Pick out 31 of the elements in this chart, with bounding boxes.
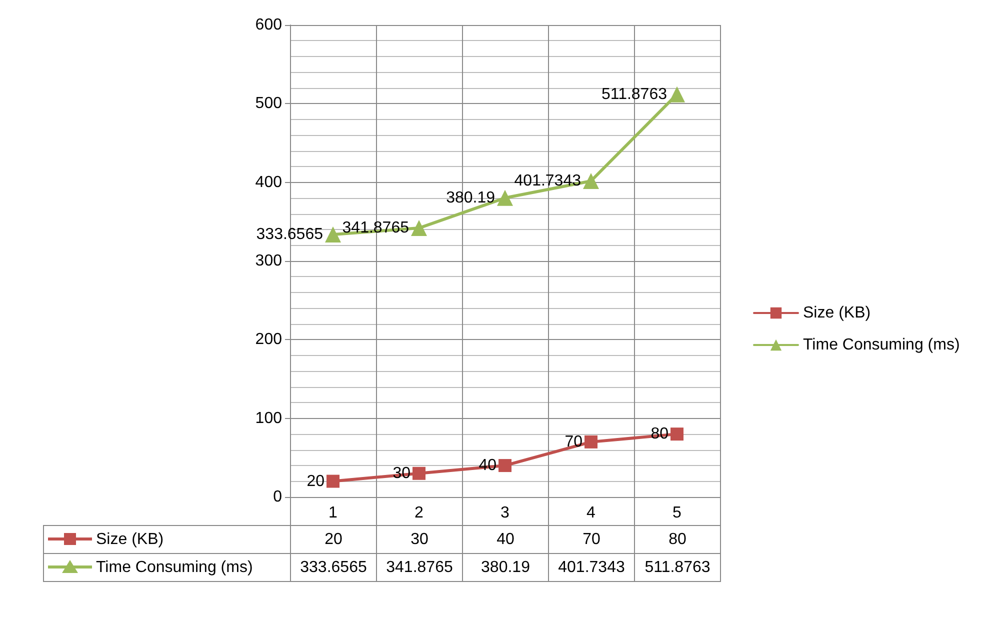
data-label: 401.7343: [548, 554, 634, 582]
data-label: 40: [462, 526, 548, 554]
y-tick-label: 0: [273, 488, 282, 506]
legend-label: Time Consuming (ms): [803, 336, 960, 354]
text: 511.8763: [601, 86, 667, 103]
text: Time Consuming (ms): [96, 558, 253, 576]
x-tick-label: 5: [672, 504, 682, 522]
text: 401.7343: [514, 172, 581, 190]
data-label: 20: [290, 526, 376, 554]
x-tick-label: 4: [586, 504, 596, 522]
data-label: 70: [548, 526, 634, 554]
data-label: 511.8763: [634, 554, 720, 582]
data-label: 80: [634, 526, 720, 554]
text: Size (KB): [96, 530, 164, 548]
data-label: 333.6565: [290, 554, 376, 582]
legend-label: Size (KB): [803, 304, 871, 322]
y-tick-label: 100: [255, 410, 282, 427]
y-tick-label: 200: [255, 331, 282, 348]
y-tick-label: 300: [255, 252, 282, 270]
y-tick-label: 400: [255, 174, 282, 191]
y-tick-label: 500: [255, 95, 282, 112]
x-tick-label: 3: [500, 504, 510, 522]
data-label: 341.8765: [376, 554, 462, 582]
x-tick-label: 1: [328, 504, 338, 522]
text: 20: [306, 472, 324, 490]
x-tick-label: 2: [414, 504, 424, 522]
data-label: 30: [376, 526, 462, 554]
text: 333.6565: [256, 226, 323, 244]
data-label: 380.19: [462, 554, 548, 582]
text: 380.19: [446, 189, 495, 206]
y-tick-label: 600: [255, 16, 282, 34]
